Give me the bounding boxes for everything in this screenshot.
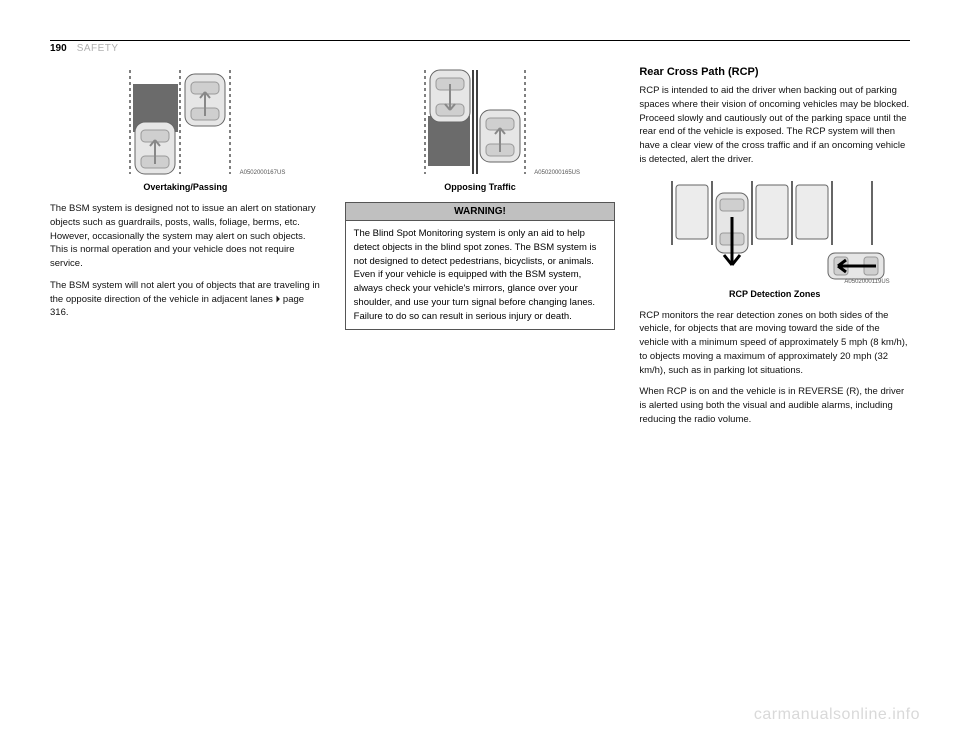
figure-caption: Opposing Traffic (345, 182, 616, 192)
paragraph: RCP monitors the rear detection zones on… (639, 309, 910, 378)
column-1: A0502000167US Overtaking/Passing The BSM… (50, 66, 321, 435)
column-2: A0502000165US Opposing Traffic WARNING! … (345, 66, 616, 435)
warning-box: WARNING! The Blind Spot Monitoring syste… (345, 202, 616, 330)
page-header: 190 SAFETY (50, 40, 910, 54)
figure-rcp: A0502000119US (660, 175, 890, 285)
text-run: The BSM system will not alert you of obj… (50, 280, 320, 305)
overtaking-diagram (85, 66, 285, 176)
figure-code: A0502000167US (240, 170, 286, 176)
columns: A0502000167US Overtaking/Passing The BSM… (50, 66, 910, 435)
paragraph: The BSM system will not alert you of obj… (50, 279, 321, 320)
page-number: 190 (50, 43, 67, 54)
figure-opposing: A0502000165US (380, 66, 580, 176)
figure-overtaking: A0502000167US (85, 66, 285, 176)
link-arrow-icon: ⏵ (276, 294, 281, 305)
subheading-rcp: Rear Cross Path (RCP) (639, 66, 910, 78)
paragraph: When RCP is on and the vehicle is in REV… (639, 385, 910, 426)
section-label: SAFETY (77, 43, 119, 54)
figure-code: A0502000165US (534, 170, 580, 176)
figure-caption: RCP Detection Zones (639, 289, 910, 299)
column-3: Rear Cross Path (RCP) RCP is intended to… (639, 66, 910, 435)
figure-caption: Overtaking/Passing (50, 182, 321, 192)
warning-heading: WARNING! (346, 203, 615, 221)
watermark: carmanualsonline.info (754, 706, 920, 724)
paragraph: RCP is intended to aid the driver when b… (639, 84, 910, 167)
warning-body: The Blind Spot Monitoring system is only… (346, 221, 615, 329)
paragraph: The BSM system is designed not to issue … (50, 202, 321, 271)
figure-code: A0502000119US (844, 279, 889, 285)
rcp-diagram (660, 175, 890, 285)
opposing-diagram (380, 66, 580, 176)
page: 190 SAFETY (0, 0, 960, 742)
